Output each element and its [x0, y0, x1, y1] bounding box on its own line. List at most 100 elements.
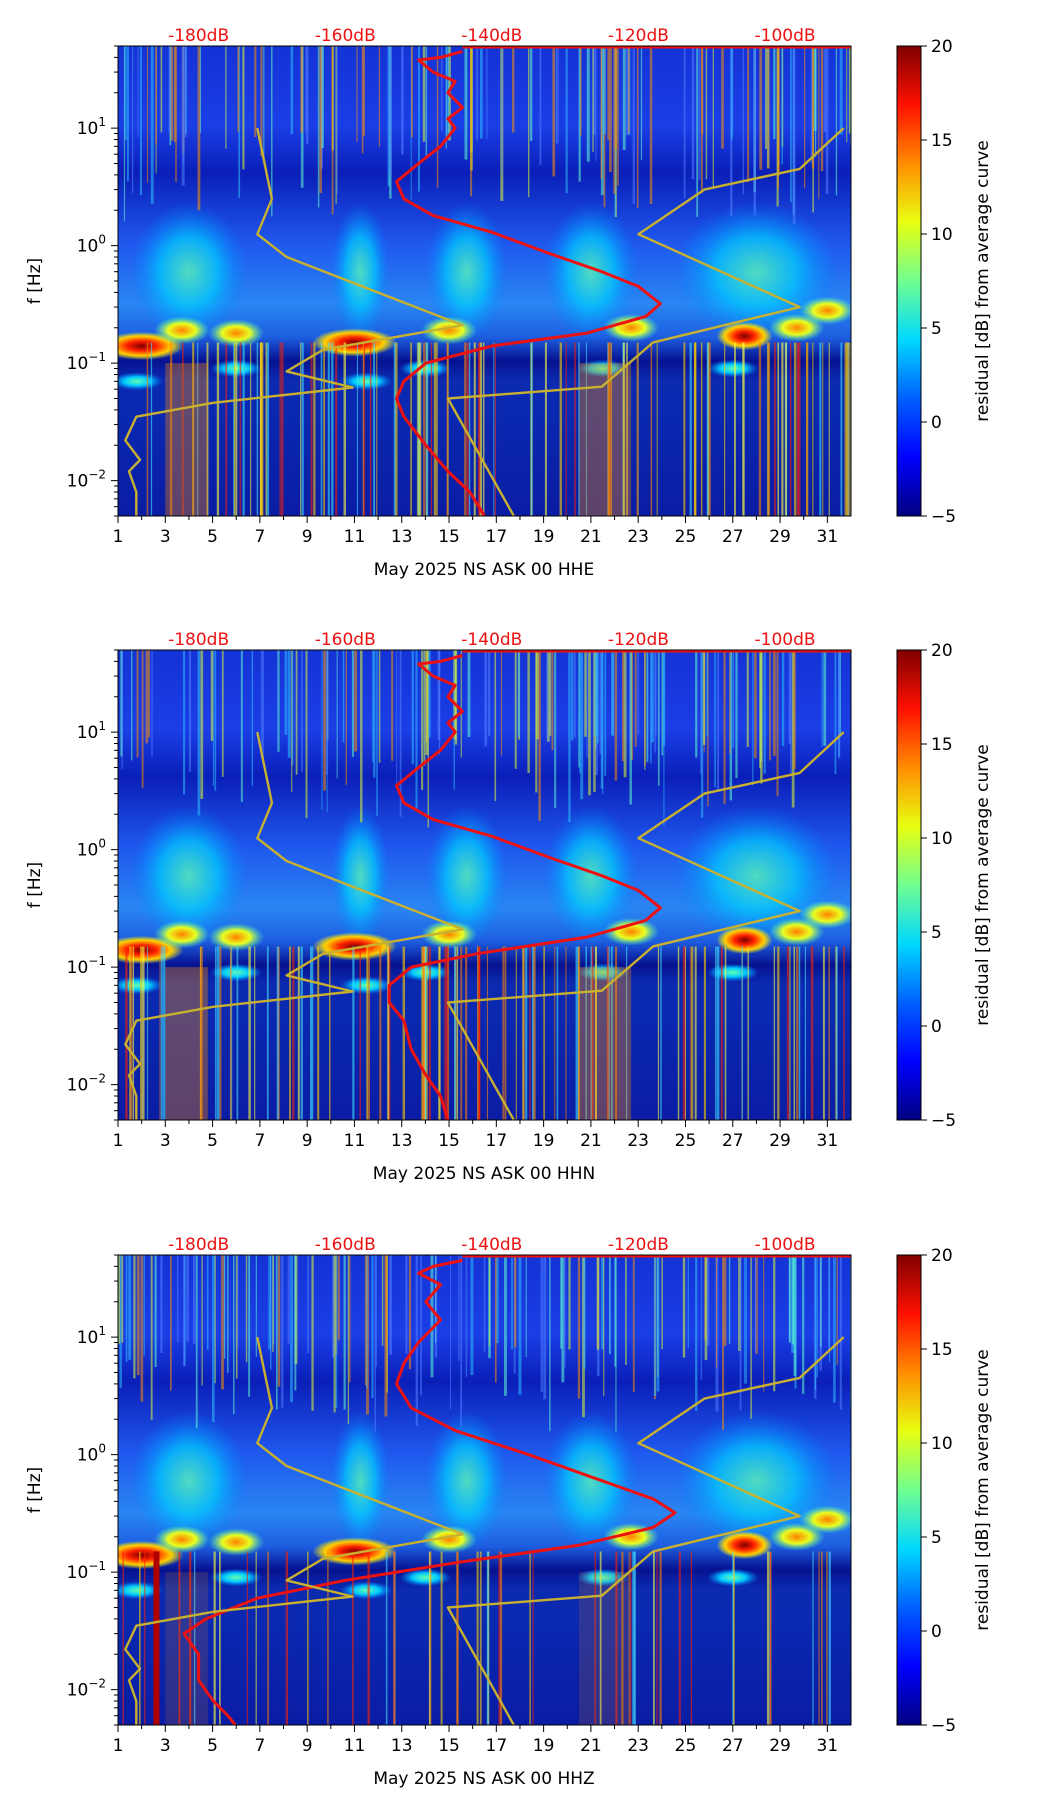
high-noise-model-curve — [446, 1336, 845, 1725]
y-axis-ticks: 101 100 10−1 10−2 — [67, 45, 118, 517]
microseism-band — [543, 201, 639, 342]
low-noise-model-curve — [124, 127, 464, 516]
plot-frame — [117, 649, 852, 1121]
x-axis-label: May 2025 NS ASK 00 HHE — [374, 560, 594, 580]
db-label: -120dB — [608, 630, 669, 650]
x-axis-ticks: 1 3 5 7 9 11 13 15 17 19 21 23 25 27 29 31 — [113, 1120, 838, 1151]
x-tick-label: 1 — [113, 527, 124, 547]
y-axis-label: f [Hz] — [25, 258, 45, 304]
storm-peak — [421, 1525, 478, 1554]
x-tick-label: 27 — [722, 1131, 744, 1151]
top-db-axis: -180dB -160dB -140dB -120dB -100dB — [168, 1235, 815, 1255]
y-axis-ticks: 101 100 10−1 10−2 — [67, 649, 118, 1121]
colorbar-tick-label: 20 — [931, 641, 953, 661]
microseism-band — [543, 805, 639, 946]
x-tick-label: 31 — [817, 1736, 839, 1756]
colorbar-tick-label: 0 — [931, 413, 942, 433]
storm-peak — [716, 322, 773, 351]
colorbar-tick-label: 20 — [931, 1246, 953, 1266]
db-label: -100dB — [755, 26, 816, 46]
microseism-band — [129, 805, 249, 946]
y-tick-label: 10−1 — [67, 1559, 106, 1583]
db-label: -180dB — [168, 1235, 229, 1255]
secondary-peak — [399, 1568, 452, 1587]
x-tick-label: 15 — [438, 527, 460, 547]
psd-curves — [124, 1254, 851, 1725]
x-tick-label: 21 — [580, 1131, 602, 1151]
colorbar-label: residual [dB] from average curve — [973, 1349, 993, 1630]
y-tick-label: 100 — [77, 837, 106, 861]
x-tick-label: 15 — [438, 1131, 460, 1151]
microseism-band — [425, 201, 509, 342]
colorbar-tick-label: −5 — [931, 507, 956, 527]
secondary-peak — [118, 976, 163, 995]
y-tick-label: 100 — [77, 1442, 106, 1466]
x-tick-label: 19 — [533, 527, 555, 547]
y-tick-label: 100 — [77, 233, 106, 257]
microseism-band — [425, 805, 509, 946]
x-tick-label: 11 — [344, 1736, 366, 1756]
microseism-band — [129, 1410, 249, 1551]
psd-curves — [124, 45, 851, 516]
x-tick-label: 13 — [391, 527, 413, 547]
average-psd-curve — [395, 49, 662, 516]
x-tick-label: 19 — [533, 1736, 555, 1756]
microseism-band — [129, 201, 249, 342]
microseism-band — [425, 1410, 509, 1551]
x-tick-label: 9 — [302, 1736, 313, 1756]
x-tick-label: 7 — [254, 1131, 265, 1151]
colorbar-tick-label: 10 — [931, 1434, 953, 1454]
storm-peak — [312, 1537, 397, 1566]
storm-peak — [603, 313, 660, 342]
secondary-peak — [576, 359, 629, 378]
secondary-peak — [118, 372, 163, 391]
average-psd-curve — [182, 1258, 677, 1725]
x-tick-label: 27 — [722, 1736, 744, 1756]
db-label: -100dB — [755, 1235, 816, 1255]
y-tick-label: 10−1 — [67, 954, 106, 978]
storm-peak — [208, 319, 265, 348]
colorbar-tick-label: 15 — [931, 131, 953, 151]
colorbar-ticks: 20 15 10 5 0 −5 — [921, 1246, 956, 1736]
colorbar-ticks: 20 15 10 5 0 −5 — [921, 37, 956, 527]
microseism-band — [330, 805, 390, 946]
top-db-axis: -180dB -160dB -140dB -120dB -100dB — [168, 26, 815, 46]
x-tick-label: 25 — [675, 1131, 697, 1151]
db-label: -160dB — [315, 1235, 376, 1255]
x-axis-label: May 2025 NS ASK 00 HHN — [373, 1164, 595, 1184]
average-psd-curve — [387, 653, 662, 1120]
low-noise-model-curve — [124, 731, 464, 1120]
y-tick-label: 10−2 — [67, 468, 106, 492]
colorbar-tick-label: 15 — [931, 1340, 953, 1360]
colorbar-ticks: 20 15 10 5 0 −5 — [921, 641, 956, 1131]
db-label: -160dB — [315, 630, 376, 650]
x-tick-label: 3 — [160, 1131, 171, 1151]
microseism-band — [330, 1410, 390, 1551]
y-tick-label: 10−2 — [67, 1072, 106, 1096]
storm-peak — [603, 917, 660, 946]
db-label: -100dB — [755, 630, 816, 650]
y-tick-label: 101 — [77, 115, 106, 139]
storm-peak — [421, 316, 478, 345]
x-tick-label: 7 — [254, 1736, 265, 1756]
x-tick-label: 27 — [722, 527, 744, 547]
x-axis-ticks: 1 3 5 7 9 11 13 15 17 19 21 23 25 27 29 31 — [113, 1725, 839, 1756]
colorbar-tick-label: −5 — [931, 1716, 956, 1736]
db-label: -180dB — [168, 630, 229, 650]
x-tick-label: 13 — [391, 1736, 413, 1756]
y-axis-label: f [Hz] — [25, 1467, 45, 1513]
storm-peak — [312, 328, 397, 357]
lowfreq-band — [153, 1551, 160, 1725]
psd-curves — [124, 649, 851, 1120]
x-tick-label: 25 — [675, 1736, 697, 1756]
x-tick-label: 29 — [769, 1736, 791, 1756]
x-tick-label: 11 — [344, 527, 366, 547]
colorbar-label: residual [dB] from average curve — [973, 744, 993, 1025]
x-tick-label: 25 — [675, 527, 697, 547]
x-tick-label: 23 — [627, 1736, 649, 1756]
y-tick-label: 10−2 — [67, 1677, 106, 1701]
storm-peak — [799, 296, 851, 325]
x-tick-label: 9 — [302, 1131, 313, 1151]
